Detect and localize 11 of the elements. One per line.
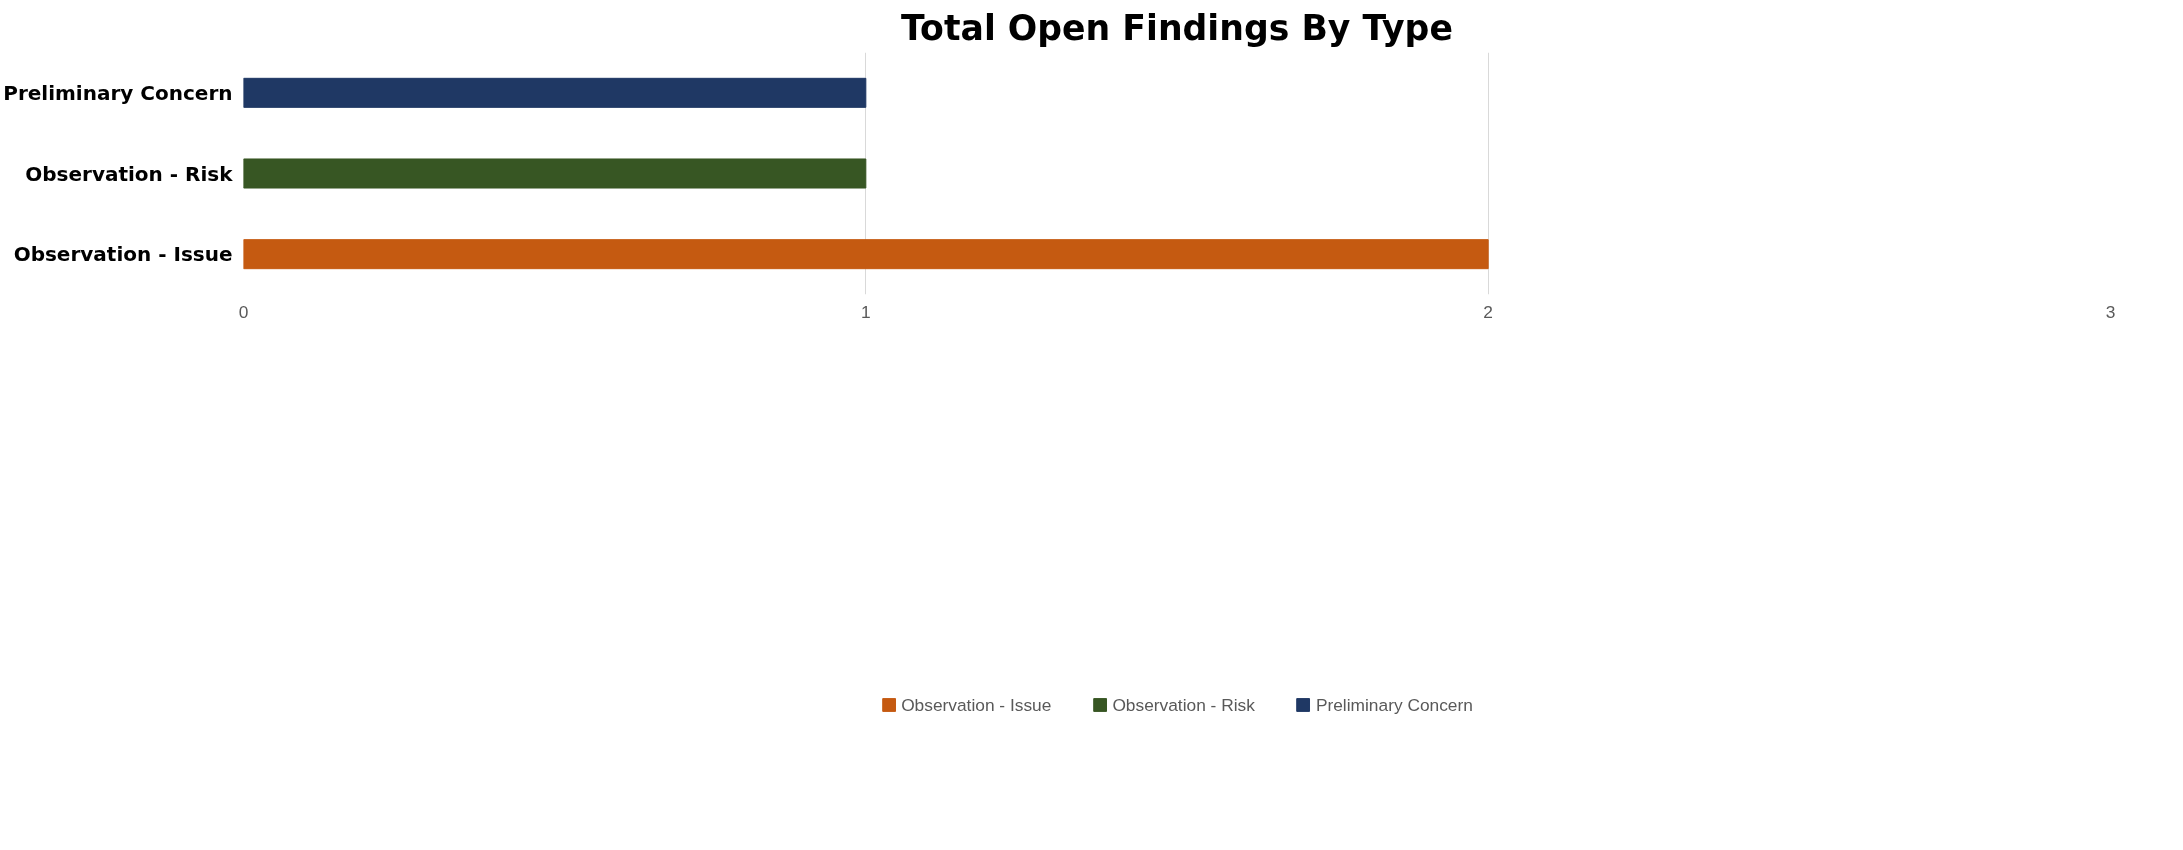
legend-label: Observation - Risk xyxy=(1112,694,1255,716)
legend-label: Observation - Issue xyxy=(901,694,1052,716)
x-tick-label: 1 xyxy=(861,301,871,322)
y-tick-label: Observation - Issue xyxy=(13,242,233,267)
x-tick-label: 2 xyxy=(1483,301,1493,322)
y-tick-label: Observation - Risk xyxy=(25,161,234,186)
chart-title: Total Open Findings By Type xyxy=(901,7,1453,48)
legend-label: Preliminary Concern xyxy=(1315,694,1473,716)
y-tick-label: Preliminary Concern xyxy=(3,80,233,105)
x-tick-label: 3 xyxy=(2105,301,2116,322)
x-tick-label: 0 xyxy=(238,301,249,322)
